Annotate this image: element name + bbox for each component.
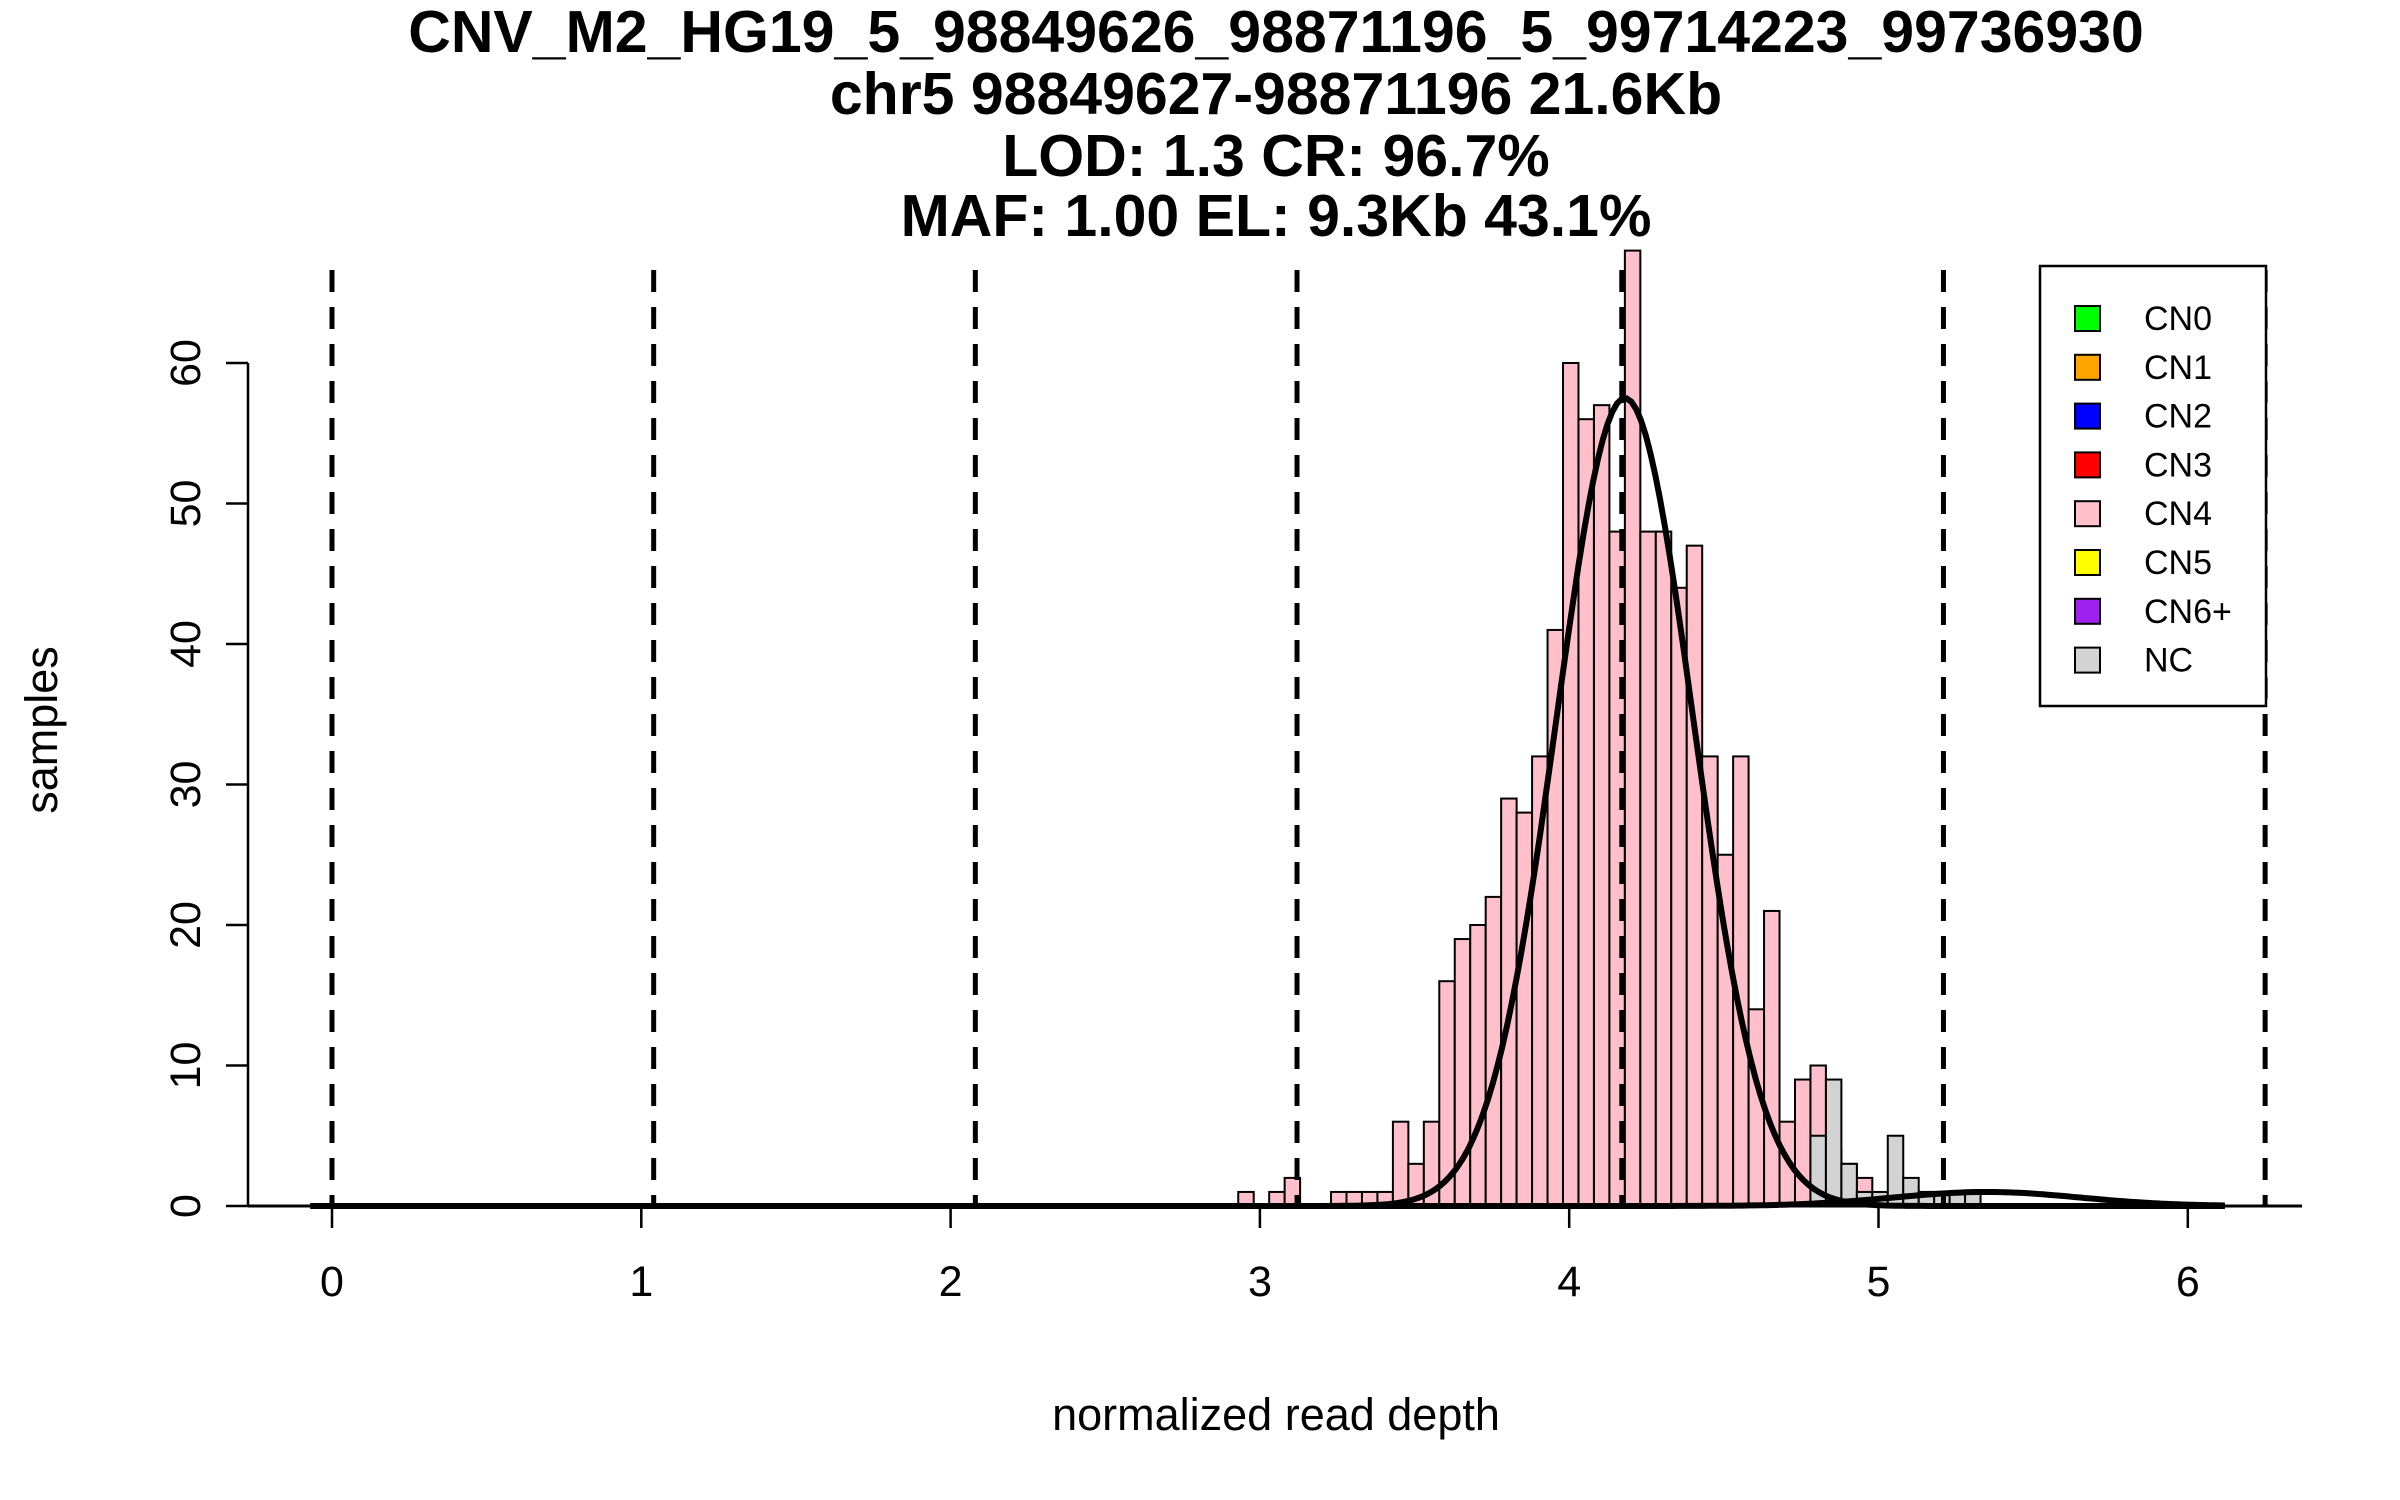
fitted-curves — [310, 395, 2225, 1209]
y-tick-label-20: 20 — [162, 901, 210, 949]
y-axis-title: samples — [16, 646, 67, 814]
title-line-1: CNV_M2_HG19_5_98849626_98871196_5_997142… — [408, 0, 2144, 65]
legend-label-cn0: CN0 — [2144, 300, 2212, 338]
legend-label-cn3: CN3 — [2144, 446, 2212, 484]
bar-cn4-31 — [1763, 909, 1781, 1207]
chart-title: CNV_M2_HG19_5_98849626_98871196_5_997142… — [408, 0, 2144, 249]
bar-cn4-7 — [1391, 1120, 1410, 1207]
legend-swatch-cn2 — [2074, 402, 2101, 430]
y-tick-label-0: 0 — [162, 1194, 210, 1218]
x-tick-label-3: 3 — [1248, 1258, 1272, 1306]
bar-cn4-18 — [1562, 362, 1580, 1207]
bar-cn4-12 — [1469, 924, 1487, 1207]
legend-label-cn5: CN5 — [2144, 544, 2212, 582]
bar-cn4-15 — [1515, 811, 1534, 1207]
copy-number-lines — [329, 270, 2268, 1206]
y-tick-label-60: 60 — [162, 339, 210, 387]
bar-cn4-22 — [1623, 249, 1642, 1208]
bar-cn4-20 — [1592, 404, 1611, 1207]
histogram-bars — [1237, 249, 1982, 1208]
legend-label-cn1: CN1 — [2144, 349, 2212, 387]
axes: 0 10 20 30 40 50 60 0 1 2 3 4 5 6 — [162, 339, 2302, 1306]
y-tick-label-40: 40 — [162, 620, 210, 668]
legend-box — [2038, 264, 2268, 708]
legend-swatch-cn5 — [2074, 549, 2101, 576]
bar-nc-6 — [1902, 1176, 1920, 1208]
title-line-4: MAF: 1.00 EL: 9.3Kb 43.1% — [901, 183, 1652, 249]
legend-label-cn2: CN2 — [2144, 398, 2212, 436]
x-tick-label-5: 5 — [1867, 1258, 1891, 1306]
bar-nc-1 — [1824, 1078, 1843, 1208]
bar-cn4-23 — [1639, 530, 1657, 1207]
legend-label-nc: NC — [2144, 642, 2193, 680]
fit-curve-1 — [310, 395, 2225, 1209]
x-axis-title: normalized read depth — [1052, 1389, 1500, 1440]
legend-swatch-cn4 — [2074, 500, 2101, 528]
x-tick-label-4: 4 — [1557, 1258, 1581, 1306]
legend-label-cn4: CN4 — [2144, 495, 2212, 533]
legend-swatch-cn6plus — [2074, 597, 2101, 625]
legend-swatch-nc — [2074, 646, 2101, 674]
title-line-3: LOD: 1.3 CR: 96.7% — [1002, 123, 1550, 189]
title-line-2: chr5 98849627-98871196 21.6Kb — [830, 61, 1722, 127]
x-tick-label-6: 6 — [2176, 1258, 2200, 1306]
y-tick-label-50: 50 — [162, 480, 210, 528]
bar-cn4-25 — [1670, 586, 1688, 1207]
y-tick-label-10: 10 — [162, 1042, 210, 1090]
bar-cn4-24 — [1654, 530, 1673, 1207]
legend-swatch-cn0 — [2074, 305, 2101, 332]
x-tick-label-2: 2 — [939, 1258, 963, 1306]
legend-label-cn6plus: CN6+ — [2144, 593, 2232, 631]
x-tick-label-1: 1 — [629, 1258, 653, 1306]
y-tick-label-30: 30 — [162, 761, 210, 809]
x-tick-label-0: 0 — [320, 1258, 344, 1306]
legend-swatch-cn1 — [2074, 353, 2101, 381]
bar-cn4-26 — [1685, 544, 1704, 1207]
legend: CN0 CN1 CN2 CN3 CN4 CN5 CN6+ NC — [2038, 264, 2268, 708]
legend-swatch-cn3 — [2074, 451, 2101, 479]
